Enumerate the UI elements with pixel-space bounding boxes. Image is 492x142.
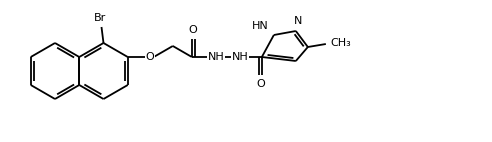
Text: CH₃: CH₃ [331,38,352,48]
Text: NH: NH [208,52,224,62]
Text: NH: NH [231,52,248,62]
Text: HN: HN [252,21,269,31]
Text: Br: Br [94,13,107,23]
Text: O: O [188,25,197,35]
Text: O: O [145,52,154,62]
Text: O: O [256,79,265,89]
Text: N: N [294,16,302,26]
